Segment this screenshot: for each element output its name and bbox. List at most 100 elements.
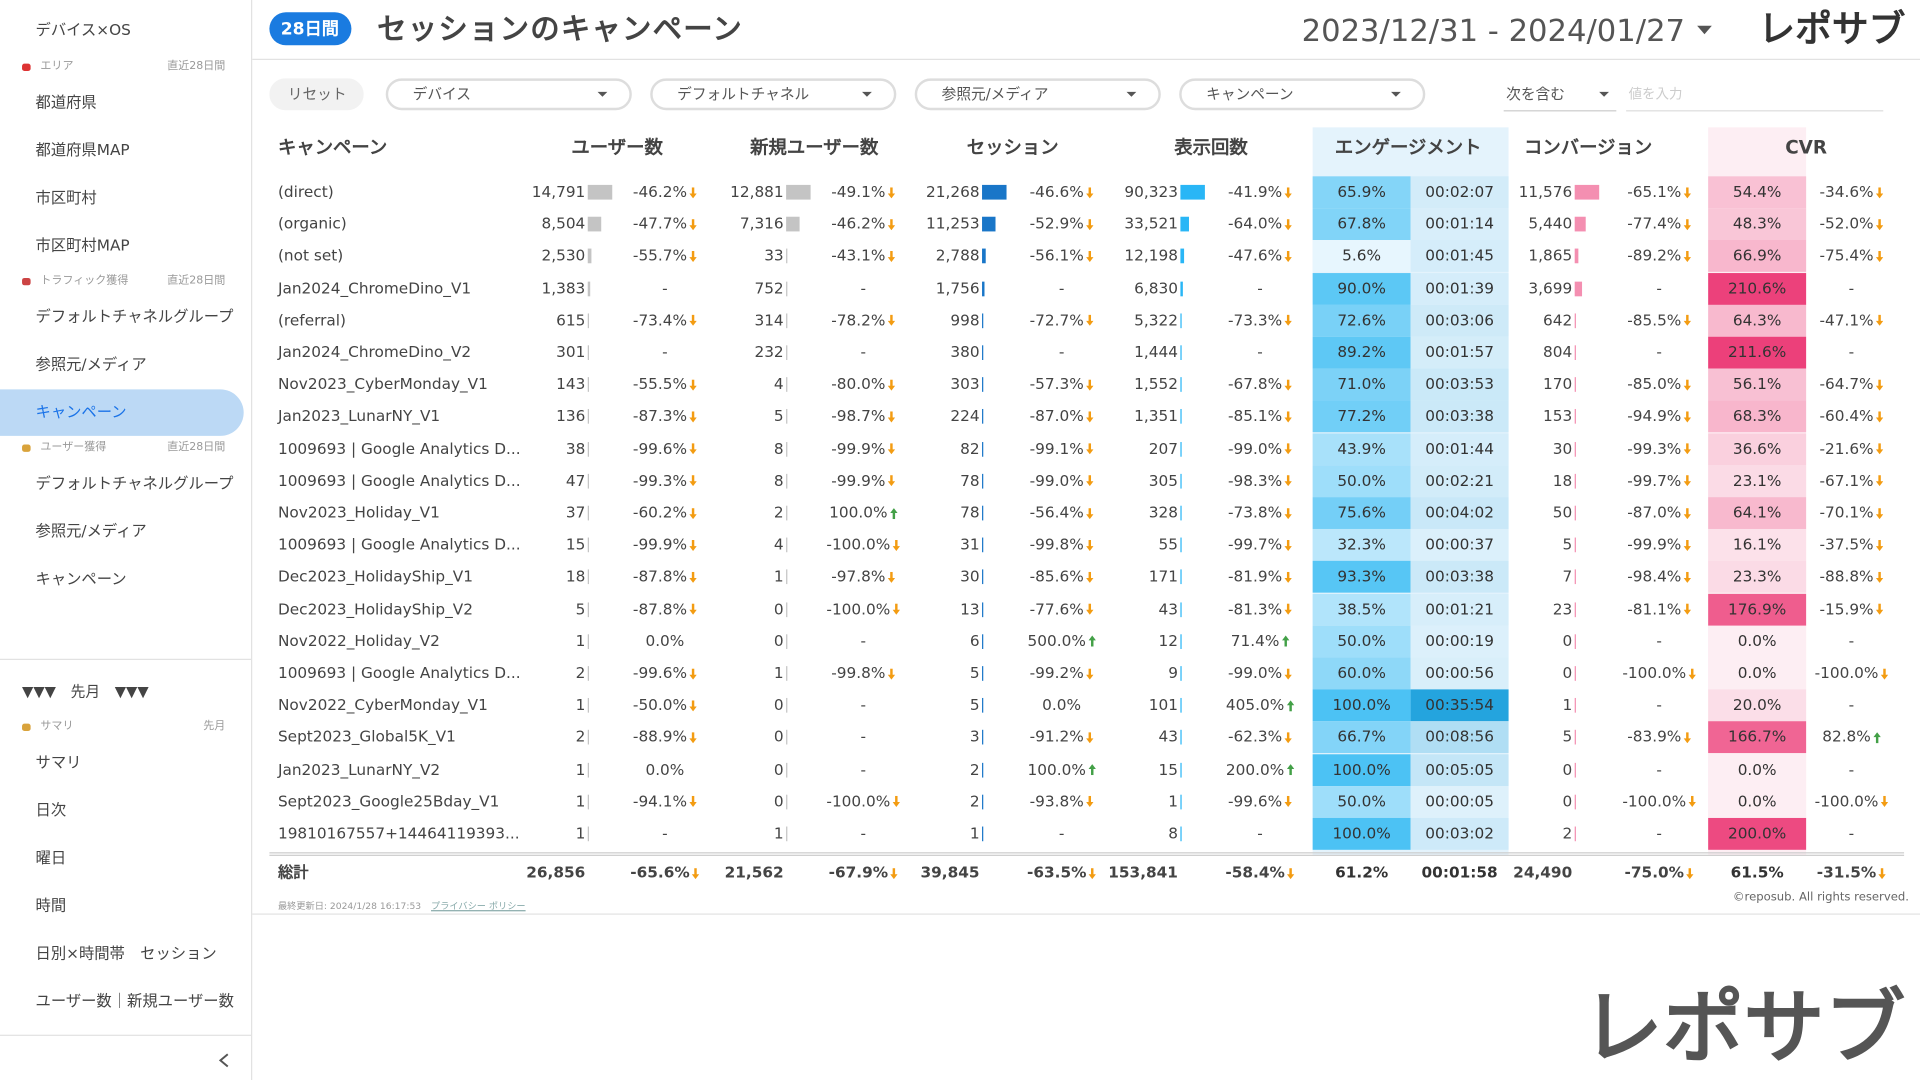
match-select[interactable]: 次を含む bbox=[1506, 85, 1565, 103]
campaign-name: 1009693 | Google Analytics D... bbox=[277, 438, 521, 458]
privacy-link[interactable]: プライバシー ポリシー bbox=[431, 900, 526, 912]
nav-item[interactable]: キャンペーン bbox=[35, 402, 127, 421]
nav-item[interactable]: 市区町村MAP bbox=[35, 236, 130, 255]
cell-value: 78 bbox=[960, 470, 980, 490]
down-arrow bbox=[887, 379, 896, 391]
campaign-name: (not set) bbox=[277, 246, 344, 265]
data-bar bbox=[786, 569, 788, 585]
reset-button[interactable] bbox=[269, 78, 364, 111]
section-icon bbox=[22, 63, 31, 72]
filter-dropdown[interactable] bbox=[914, 78, 1161, 111]
data-bar bbox=[1180, 345, 1182, 360]
collapse-button[interactable] bbox=[218, 1053, 230, 1068]
cell-value: 224 bbox=[950, 406, 980, 426]
heat-cell bbox=[1708, 785, 1807, 818]
filter-caret[interactable] bbox=[597, 91, 608, 97]
data-bar bbox=[1180, 473, 1182, 489]
filter-label[interactable]: 参照元/メディア bbox=[941, 85, 1049, 103]
cell-value: 0 bbox=[773, 727, 784, 746]
heat-value: 00:01:39 bbox=[1425, 278, 1494, 297]
logo: レポサブ bbox=[1758, 8, 1906, 52]
column-header: キャンペーン bbox=[277, 136, 388, 159]
data-bar bbox=[587, 666, 590, 681]
data-bar bbox=[786, 313, 788, 328]
date-range[interactable]: 2023/12/31 - 2024/01/27 bbox=[1301, 12, 1686, 49]
nav-item[interactable]: サマリ bbox=[35, 752, 82, 772]
heat-cell bbox=[1312, 272, 1411, 305]
cell-value: 50 bbox=[1552, 502, 1573, 522]
filter-label[interactable]: デバイス bbox=[412, 85, 471, 103]
campaign-name: Sept2023_Global5K_V1 bbox=[277, 727, 456, 746]
cell-value: 7,316 bbox=[739, 214, 784, 233]
data-bar bbox=[786, 249, 788, 264]
nav-item[interactable]: ユーザー数｜新規ユーザー数 bbox=[35, 991, 234, 1010]
nav-item[interactable]: 参照元/メディア bbox=[35, 521, 147, 540]
up-arrow bbox=[1286, 764, 1295, 776]
heat-cell bbox=[1708, 625, 1807, 658]
down-arrow bbox=[1683, 443, 1692, 455]
heat-value: 90.0% bbox=[1337, 278, 1386, 297]
filter-caret[interactable] bbox=[862, 91, 872, 97]
period-badge-bg[interactable] bbox=[269, 12, 352, 46]
nav-item[interactable]: キャンペーン bbox=[35, 569, 127, 588]
column-header: 新規ユーザー数 bbox=[750, 136, 879, 159]
change-value: 0.0% bbox=[1042, 695, 1082, 714]
search-input[interactable]: 値を入力 bbox=[1628, 86, 1683, 103]
down-arrow bbox=[1683, 571, 1692, 583]
date-caret[interactable] bbox=[1697, 25, 1712, 35]
down-arrow bbox=[1683, 315, 1692, 327]
filter-dropdown[interactable] bbox=[650, 78, 897, 111]
data-bar bbox=[1180, 537, 1182, 553]
data-bar bbox=[1574, 794, 1577, 810]
nav-item[interactable]: 曜日 bbox=[35, 848, 67, 867]
change-value: - bbox=[860, 342, 867, 361]
filter-dropdown[interactable] bbox=[385, 78, 632, 111]
data-bar bbox=[1574, 473, 1577, 489]
filter-dropdown[interactable] bbox=[1179, 78, 1426, 111]
nav-item[interactable]: 都道府県MAP bbox=[35, 140, 130, 159]
filter-label[interactable]: デフォルトチャネル bbox=[677, 85, 810, 103]
filter-label[interactable]: キャンペーン bbox=[1206, 85, 1294, 103]
heat-value: 43.9% bbox=[1337, 438, 1386, 458]
data-bar bbox=[982, 794, 984, 810]
down-arrow bbox=[1284, 218, 1292, 230]
nav-item[interactable]: 日次 bbox=[35, 800, 67, 819]
heat-cell bbox=[1312, 625, 1411, 658]
nav-item[interactable]: デバイス×OS bbox=[35, 20, 131, 39]
data-bar bbox=[587, 216, 602, 232]
nav-item[interactable]: 時間 bbox=[35, 896, 67, 915]
down-arrow bbox=[1284, 539, 1292, 551]
cell-value: 314 bbox=[754, 310, 784, 329]
filter-caret[interactable] bbox=[1391, 91, 1401, 97]
cell-value: 101 bbox=[1148, 695, 1178, 714]
nav-item[interactable]: 都道府県 bbox=[35, 92, 97, 112]
change-value: -81.1% bbox=[1627, 599, 1682, 618]
heat-cell bbox=[1708, 529, 1807, 562]
nav-item[interactable]: 市区町村 bbox=[35, 188, 97, 207]
match-caret[interactable] bbox=[1599, 91, 1609, 97]
reset-label[interactable]: リセット bbox=[287, 85, 347, 103]
change-value: -87.8% bbox=[632, 599, 688, 618]
data-bar bbox=[786, 634, 788, 649]
section-period: 直近28日間 bbox=[167, 60, 226, 73]
data-bar bbox=[982, 826, 984, 842]
cell-value: 153,841 bbox=[1108, 862, 1178, 882]
nav-item[interactable]: 参照元/メディア bbox=[35, 354, 147, 374]
cell-value: 5 bbox=[1562, 535, 1573, 554]
nav-item[interactable]: デフォルトチャネルグループ bbox=[35, 473, 234, 492]
filter-caret[interactable] bbox=[1126, 91, 1137, 97]
data-bar bbox=[1180, 377, 1182, 393]
data-bar bbox=[1574, 634, 1577, 649]
data-bar bbox=[786, 826, 788, 842]
change-value: -41.9% bbox=[1228, 182, 1283, 201]
period-badge[interactable]: 28日間 bbox=[280, 19, 339, 40]
cell-value: 33 bbox=[764, 246, 784, 265]
down-arrow bbox=[1880, 796, 1889, 808]
change-value: - bbox=[1257, 823, 1263, 843]
nav-item[interactable]: 日別×時間帯 セッション bbox=[35, 943, 217, 963]
cell-value: 26,856 bbox=[526, 862, 586, 882]
nav-item[interactable]: デフォルトチャネルグループ bbox=[35, 307, 234, 326]
heat-cell bbox=[1708, 721, 1807, 754]
cell-value: 39,845 bbox=[920, 862, 980, 882]
heat-cell bbox=[1708, 272, 1807, 305]
